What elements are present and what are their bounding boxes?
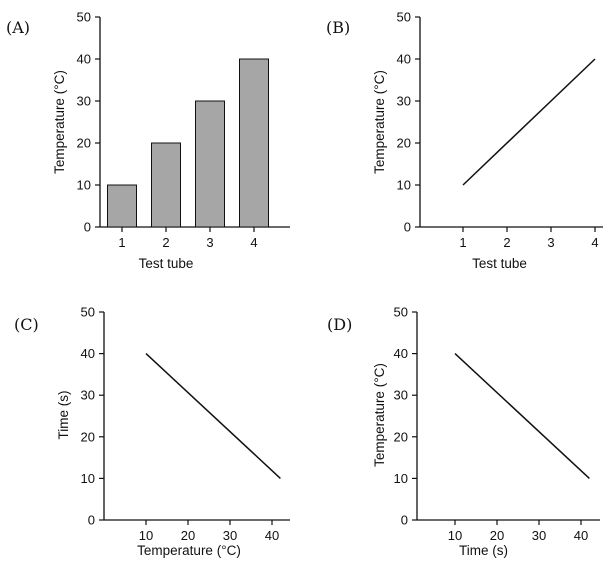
- panel-a-x-tick-label: 2: [162, 235, 169, 250]
- panel-a-y-tick-label: 50: [77, 10, 91, 25]
- panel-d-y-tick-label: 20: [394, 429, 408, 444]
- panel-c-y-tick-label: 20: [81, 429, 95, 444]
- panel-a-y-tick-label: 20: [77, 136, 91, 151]
- panel-b-y-tick-label: 0: [404, 220, 411, 235]
- panel-a-y-tick-label: 10: [77, 178, 91, 193]
- panel-c-x-tick-label: 40: [265, 528, 279, 543]
- panel-c-plot-area: 0 10 20 30 40 50 10 20 30 40 Temperature (°C) Time …: [56, 305, 290, 558]
- panel-b-y-tick-label: 30: [397, 94, 411, 109]
- panel-b-plot-area: 0 10 20 30 40 50 1 2 3 4 Test tube Temperature (°C): [372, 10, 603, 271]
- panel-c-y-tick-label: 40: [81, 346, 95, 361]
- panel-a-bar-3: [195, 100, 225, 228]
- panel-c: (C) 0 10 20 30 40 50 10 20 30 40 Temperature (°C) T…: [14, 305, 290, 558]
- panel-a-x-axis-label: Test tube: [139, 256, 194, 271]
- panel-c-x-tick-label: 10: [139, 528, 153, 543]
- panel-d: (D) 0 10 20 30 40 50 10 20 30 40 Time (s) Temperatu…: [327, 305, 600, 558]
- panel-b-x-tick-label: 2: [503, 235, 510, 250]
- panel-a-x-tick-label: 4: [250, 235, 257, 250]
- panel-c-data-line: [145, 353, 281, 479]
- panel-d-x-tick-label: 40: [574, 528, 588, 543]
- panel-a-y-tick-label: 0: [84, 220, 91, 235]
- panel-b-y-tick-label: 10: [397, 178, 411, 193]
- panel-a-bar-2: [151, 142, 181, 228]
- panel-b-label: (B): [326, 18, 350, 37]
- panel-c-y-tick-label: 10: [81, 471, 95, 486]
- panel-d-y-tick-label: 30: [394, 388, 408, 403]
- panel-d-y-tick-label: 0: [401, 513, 408, 528]
- panel-a-y-axis-label: Temperature (°C): [52, 70, 67, 174]
- panel-d-y-tick-label: 50: [394, 305, 408, 320]
- panel-b-x-tick-label: 1: [459, 235, 466, 250]
- panel-d-x-tick-label: 20: [490, 528, 504, 543]
- panel-b-y-tick-label: 20: [397, 136, 411, 151]
- panel-b-y-tick-label: 40: [397, 52, 411, 67]
- panel-d-y-axis-label: Temperature (°C): [372, 363, 387, 467]
- panel-d-y-tick-label: 10: [394, 471, 408, 486]
- panel-b-y-tick-label: 50: [397, 10, 411, 25]
- panel-c-y-tick-label: 50: [81, 305, 95, 320]
- panel-b: (B) 0 10 20 30 40 50 1 2 3 4 Test tube Temperature …: [326, 10, 603, 271]
- panel-c-label: (C): [14, 315, 39, 334]
- panel-c-x-tick-label: 20: [181, 528, 195, 543]
- panel-a-plot-area: 0 10 20 30 40 50 1 2 3 4 Test tube Temperature (°C): [52, 10, 290, 271]
- panel-b-x-axis-label: Test tube: [472, 256, 527, 271]
- panel-b-data-line: [462, 58, 596, 186]
- panel-c-x-axis-label: Temperature (°C): [137, 543, 241, 558]
- panel-b-x-tick-label: 3: [547, 235, 554, 250]
- panel-d-y-tick-label: 40: [394, 346, 408, 361]
- panel-a-x-tick-label: 1: [118, 235, 125, 250]
- panel-c-y-axis-label: Time (s): [56, 391, 71, 440]
- panel-d-x-tick-label: 10: [448, 528, 462, 543]
- panel-a: (A) 0 10 20 30 40 50 1 2 3 4 Test tube Temperature …: [6, 10, 290, 271]
- panel-d-plot-area: 0 10 20 30 40 50 10 20 30 40 Time (s) Temperature (…: [372, 305, 600, 558]
- panel-a-label: (A): [6, 18, 30, 37]
- panel-d-data-line: [454, 353, 590, 479]
- panel-a-y-tick-label: 30: [77, 94, 91, 109]
- panel-a-x-tick-label: 3: [206, 235, 213, 250]
- panel-a-bar-4: [239, 58, 269, 228]
- panel-c-y-tick-label: 30: [81, 388, 95, 403]
- panel-b-x-tick-label: 4: [591, 235, 598, 250]
- panel-c-y-tick-label: 0: [88, 513, 95, 528]
- panel-d-x-tick-label: 30: [532, 528, 546, 543]
- panel-a-y-tick-label: 40: [77, 52, 91, 67]
- panel-c-x-tick-label: 30: [223, 528, 237, 543]
- panel-a-bar-1: [107, 184, 137, 228]
- panel-b-y-axis-label: Temperature (°C): [372, 70, 387, 174]
- panel-d-label: (D): [327, 315, 352, 334]
- panel-d-x-axis-label: Time (s): [459, 543, 508, 558]
